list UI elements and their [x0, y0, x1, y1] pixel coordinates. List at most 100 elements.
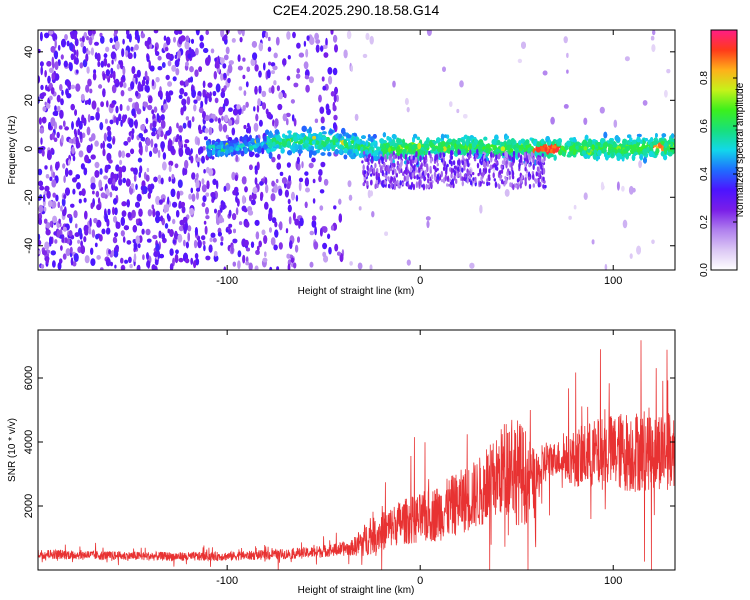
spectrogram-cell	[73, 253, 79, 262]
spectrogram-cell	[651, 239, 655, 245]
spectrogram-cell	[333, 122, 337, 130]
spectrogram-cell	[284, 189, 289, 198]
spectrogram-cell	[70, 84, 76, 90]
spectrogram-cell	[96, 204, 102, 211]
spectrogram-cell	[127, 52, 133, 59]
spectrogram-cell	[114, 207, 118, 216]
spectrogram-cell	[164, 47, 169, 52]
spectrogram-cell	[94, 140, 99, 147]
spectrogram-cell	[330, 225, 335, 231]
spectrogram-cell	[51, 122, 56, 127]
spectrogram-cell	[64, 237, 68, 244]
spectrogram-cell	[46, 103, 51, 109]
spectrogram-cell	[45, 174, 50, 179]
spectrogram-cell	[90, 247, 94, 255]
spectrogram-cell	[292, 212, 296, 221]
spectrogram-cell	[155, 243, 160, 252]
spectrogram-cell	[268, 61, 272, 66]
spectrogram-cell	[38, 233, 41, 241]
spectrogram-cell	[121, 48, 125, 58]
spectrogram-cell	[237, 250, 242, 258]
spectrogram-cell	[349, 261, 353, 266]
spectrogram-cell	[323, 178, 329, 186]
spectrogram-cell	[369, 264, 373, 270]
spectrogram-cell	[566, 69, 569, 74]
spectrogram-cell	[223, 85, 227, 91]
spectrogram-cell	[278, 242, 283, 250]
spectrogram-cell	[264, 251, 267, 257]
spectrogram-cell	[289, 240, 293, 249]
spectrogram-cell	[41, 149, 45, 157]
spectrogram-cell	[319, 106, 325, 114]
spectrogram-cell	[304, 75, 310, 80]
spectrogram-cell	[287, 55, 291, 60]
spectrogram-cell	[137, 157, 143, 163]
spectrogram-cell	[178, 125, 184, 133]
spectrogram-cell	[314, 32, 319, 41]
spectrogram-cell	[224, 54, 229, 61]
spectrogram-cell	[96, 255, 101, 260]
spectrogram-cell	[113, 250, 119, 258]
spectrogram-cell	[145, 228, 151, 236]
spectrogram-cell	[201, 184, 207, 193]
spectrogram-cell	[339, 253, 344, 263]
spectrogram-cell	[86, 144, 92, 154]
spectrogram-cell	[315, 44, 320, 53]
spectrogram-cell	[176, 122, 179, 129]
spectrogram-cell	[61, 197, 66, 207]
spectrogram-cell	[162, 152, 167, 160]
spectrogram-cell	[108, 144, 112, 149]
spectrogram-cell	[179, 80, 184, 86]
spectrogram-cell	[583, 192, 588, 200]
spectrogram-cell	[160, 141, 166, 150]
spectrogram-cell	[521, 41, 526, 49]
spectrogram-cell	[196, 187, 201, 192]
spectrogram-cell	[172, 218, 176, 225]
spectrogram-cell	[151, 79, 155, 87]
spectrogram-cell	[56, 94, 61, 103]
spectrogram-cell	[124, 259, 129, 264]
spectrogram-cell	[371, 211, 375, 218]
spectrogram-cell	[583, 117, 588, 126]
spectrogram-cell	[223, 266, 227, 270]
spectrogram-cell	[121, 165, 127, 173]
spectrogram-cell	[59, 84, 63, 91]
spectrogram-cell	[459, 80, 464, 88]
spectrogram-cell	[253, 106, 256, 112]
spectrogram-cell	[242, 57, 246, 62]
spectrogram-cell	[78, 191, 83, 196]
spectrogram-cell	[254, 177, 258, 185]
spectrogram-cell	[235, 154, 238, 162]
spectrogram-cell	[128, 97, 133, 103]
spectrogram-cell	[92, 72, 97, 81]
spectrogram-cell	[242, 105, 246, 111]
spectrogram-cell	[151, 204, 155, 210]
spectrogram-cell	[101, 228, 106, 235]
spectrogram-cell	[79, 37, 83, 42]
spectrogram-cell	[68, 138, 72, 144]
spectrogram-cell	[152, 208, 156, 218]
spectrogram-cell	[190, 257, 194, 265]
spectrogram-cell	[196, 95, 202, 101]
spectrogram-cell	[103, 57, 108, 67]
spectrogram-cell	[266, 111, 272, 119]
spectrogram-cell	[47, 75, 51, 84]
spectrogram-cell	[115, 105, 119, 114]
spectrogram-cell	[305, 48, 309, 58]
spectrogram-cell	[120, 90, 125, 97]
spectrogram-cell	[283, 93, 287, 99]
spectrogram-cell	[469, 262, 475, 269]
spectrogram-cell	[333, 93, 337, 103]
spectrogram-cell	[76, 49, 79, 58]
spectrogram-cell	[171, 173, 175, 180]
spectrogram-cell	[100, 142, 103, 149]
spectrogram-cell	[304, 171, 309, 176]
spectrogram-cell	[61, 38, 66, 48]
spectrogram-cell	[111, 250, 115, 257]
spectrogram-cell	[122, 38, 125, 45]
spectrogram-cell	[82, 46, 87, 54]
spectrogram-cell	[67, 213, 72, 219]
spectrogram-cell	[174, 163, 179, 169]
spectrogram-cell	[69, 42, 74, 51]
spectrogram-cell	[214, 57, 217, 62]
